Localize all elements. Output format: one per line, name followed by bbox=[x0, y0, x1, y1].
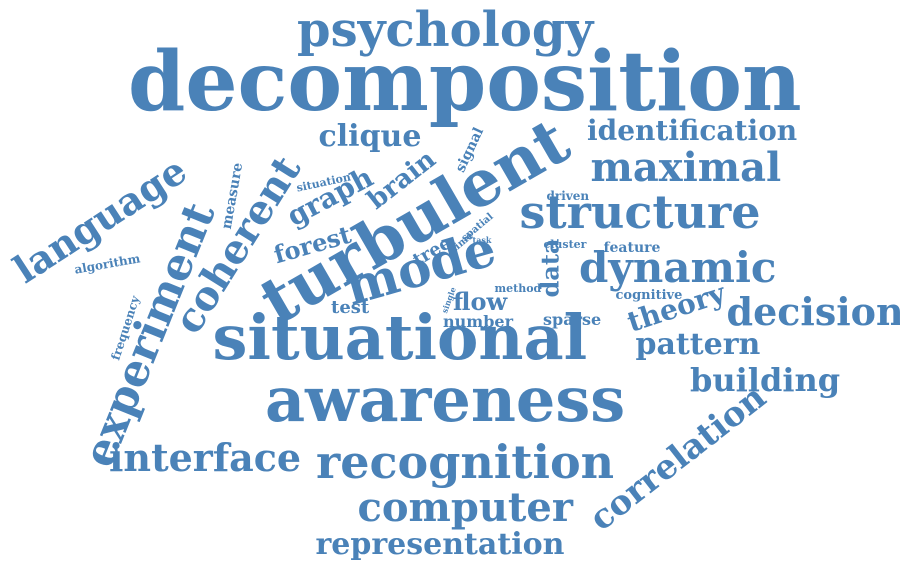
word-dynamic: dynamic bbox=[579, 243, 777, 292]
word-decision: decision bbox=[726, 289, 900, 334]
word-driven: driven bbox=[546, 189, 590, 203]
word-test: test bbox=[331, 297, 370, 318]
word-recognition: recognition bbox=[316, 435, 615, 489]
word-sparse: sparse bbox=[543, 310, 602, 329]
word-decomposition: decomposition bbox=[128, 34, 802, 130]
word-feature: feature bbox=[603, 240, 661, 256]
word-method: method bbox=[494, 281, 542, 295]
word-building: building bbox=[690, 361, 841, 399]
word-cognitive: cognitive bbox=[615, 287, 683, 303]
word-maximal: maximal bbox=[590, 144, 782, 191]
word-computer: computer bbox=[357, 484, 573, 531]
word-awareness: awareness bbox=[265, 363, 626, 436]
word-task: task bbox=[472, 235, 492, 245]
word-flow: flow bbox=[453, 287, 508, 316]
word-clique: clique bbox=[318, 119, 422, 154]
word-psychology: psychology bbox=[297, 2, 594, 58]
word-structure: structure bbox=[519, 185, 761, 239]
word-cluster: cluster bbox=[543, 237, 587, 251]
word-pattern: pattern bbox=[635, 327, 761, 362]
word-interface: interface bbox=[109, 435, 302, 480]
word-representation: representation bbox=[315, 527, 565, 562]
word-situational: situational bbox=[212, 301, 588, 374]
word-number: number bbox=[443, 312, 513, 331]
word-identification: identification bbox=[587, 114, 798, 147]
